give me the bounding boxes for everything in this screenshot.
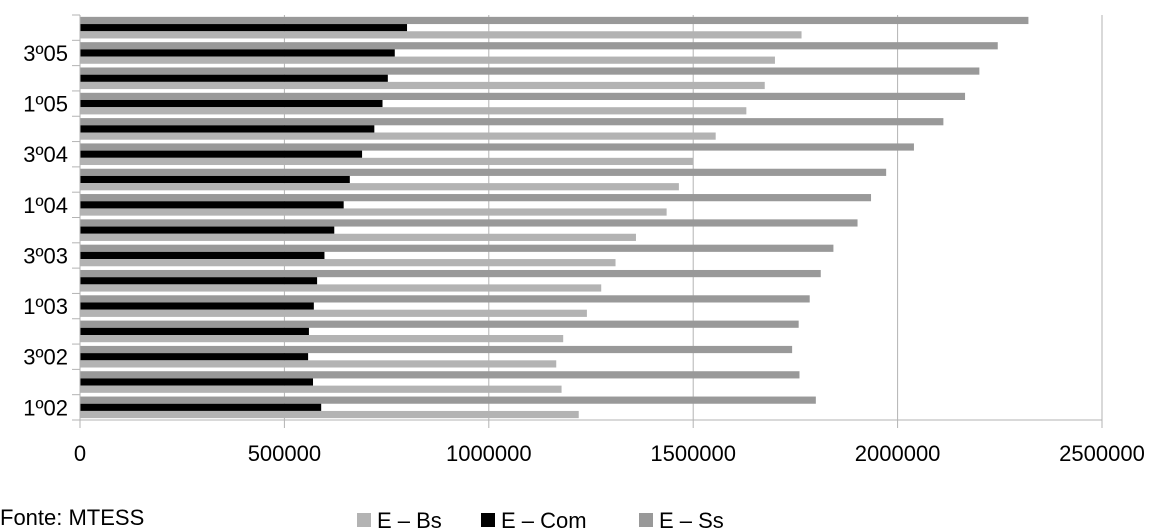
y-tick-label: 1º02 [23,395,68,420]
bar-e-com-4º04 [80,125,375,133]
bars [80,16,1029,419]
x-tick-label: 500000 [248,441,321,466]
legend-swatch-2 [481,513,495,527]
bar-e-com-3º02 [80,353,309,361]
axes [72,14,1103,428]
bar-e-com-1º05 [80,99,383,108]
legend-swatch-3 [639,513,653,527]
y-tick-label: 1º04 [23,193,68,218]
bar-e-com-1º02 [80,403,322,411]
bar-e-bs-3º04 [80,157,694,166]
x-tick-label: 0 [74,441,86,466]
bar-e-com-4º02 [80,327,309,336]
bar-e-bs-1º03 [80,309,587,317]
bar-e-ss-3º05 [80,42,998,50]
bar-e-com-1º03 [80,302,314,310]
legend-label-2: E – Com [501,508,587,531]
bar-e-bs-4º03 [80,233,636,241]
bar-e-ss-4º04 [80,118,944,126]
bar-e-ss-1º03 [80,295,810,303]
bar-e-ss-2º02 [80,371,800,379]
x-tick-label: 1000000 [446,441,532,466]
bar-e-ss-1º04 [80,194,872,202]
bar-e-com-3º03 [80,251,325,260]
y-tick-label: 3º04 [23,142,68,167]
legend-label-1: E – Bs [377,508,442,531]
bar-e-com-2º03 [80,277,318,285]
y-tick-label: 3º03 [23,243,68,268]
bar-e-com-2º04 [80,175,350,184]
bar-e-ss-1º02 [80,396,816,404]
bar-e-ss-4º02 [80,320,799,328]
y-tick-label: 3º02 [23,345,68,370]
bar-e-ss-3º03 [80,244,834,252]
y-tick-label: 1º03 [23,294,68,319]
legend-swatch-1 [357,513,371,527]
bar-e-bs-2º03 [80,284,602,292]
bar-e-ss-2º03 [80,269,821,278]
y-tick-label: 3º05 [23,41,68,66]
bar-e-bs-2º05 [80,81,765,90]
bar-e-ss-2º04 [80,168,887,176]
bar-e-ss-1º05 [80,92,966,100]
x-tick-label: 2500000 [1059,441,1145,466]
bar-e-bs-1º02 [80,410,579,419]
y-tick-label: 1º05 [23,92,68,117]
bar-e-bs-4º04 [80,132,716,140]
bar-e-com-1º04 [80,201,344,209]
bar-e-bs-3º03 [80,259,616,267]
bar-e-com-4º03 [80,226,335,234]
bar-e-com-2º05 [80,74,388,82]
bar-e-bs-1º04 [80,208,667,216]
bar-e-ss-4º03 [80,219,858,227]
legend: E – Bs E – Com E – Ss [357,508,724,531]
bar-e-com-2º02 [80,378,314,386]
x-tick-labels: 0 500000 1000000 1500000 2000000 2500000 [74,441,1145,466]
y-tick-labels: 1º02 3º02 1º03 3º03 1º04 3º04 1º05 3º05 [23,41,68,420]
x-tick-label: 2000000 [855,441,941,466]
bar-e-ss-4º05 [80,16,1029,25]
bar-e-bs-2º04 [80,183,679,191]
bar-e-com-4º05 [80,24,408,32]
bar-e-bs-3º05 [80,56,775,64]
source-note: Fonte: MTESS [0,505,145,530]
bar-e-bs-4º02 [80,335,564,343]
bar-e-com-3º05 [80,49,395,57]
bar-e-bs-1º05 [80,107,747,115]
bar-e-com-3º04 [80,150,363,158]
x-tick-label: 1500000 [650,441,736,466]
grid [283,15,1103,420]
legend-label-3: E – Ss [659,508,724,531]
bar-e-ss-3º04 [80,143,914,151]
bar-e-ss-2º05 [80,67,980,75]
bar-e-bs-3º02 [80,360,557,368]
bar-e-bs-4º05 [80,31,802,39]
bar-e-ss-3º02 [80,345,793,354]
bar-e-bs-2º02 [80,385,562,393]
